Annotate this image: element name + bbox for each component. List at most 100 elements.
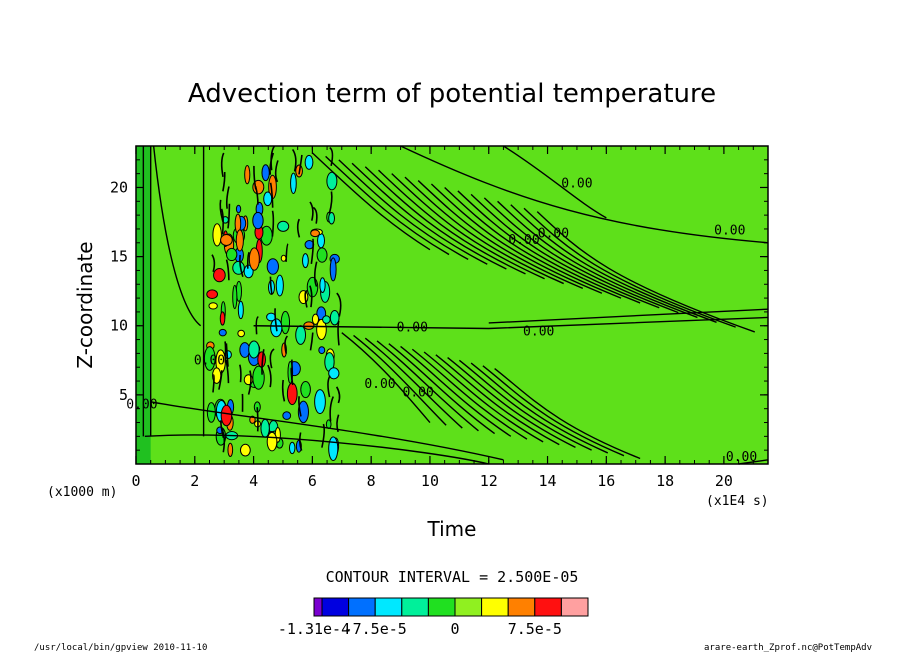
contour-line xyxy=(470,193,660,309)
contour-line xyxy=(447,356,576,449)
contour-label: 0.00 xyxy=(523,324,554,339)
x-axis: 0 2 4 6 8 10 12 14 16 18 20 xyxy=(131,146,754,490)
contour-line xyxy=(351,162,488,265)
contour-line xyxy=(353,334,447,426)
contour-line xyxy=(341,332,431,423)
footer-left: /usr/local/bin/gpview 2010-11-10 xyxy=(34,643,207,653)
contour-line xyxy=(336,414,340,433)
contour-cell xyxy=(295,325,307,345)
contour-cell xyxy=(237,300,244,320)
contour-line xyxy=(337,320,340,346)
contour-cell xyxy=(314,389,326,415)
contour-cell xyxy=(266,312,277,322)
plot-frame xyxy=(135,145,769,465)
y-axis: 5 10 15 20 xyxy=(110,145,768,465)
contour-line xyxy=(444,186,622,299)
contour-line xyxy=(212,373,215,393)
contour-cell xyxy=(237,329,245,338)
contour-line xyxy=(364,337,463,429)
contour-line xyxy=(423,351,544,443)
contour-line xyxy=(325,155,450,256)
contour-line xyxy=(239,254,244,278)
contour-line xyxy=(227,203,231,229)
contour-label: 0.00 xyxy=(397,320,428,335)
colorbar-swatch xyxy=(534,597,562,617)
contour-cell xyxy=(248,340,260,359)
contour-line xyxy=(298,396,302,417)
contour-line xyxy=(150,401,504,461)
contour-cell xyxy=(239,443,251,457)
contour-cell xyxy=(275,274,284,297)
contour-cell xyxy=(316,318,327,341)
contour-cell xyxy=(213,267,226,283)
contour-label: 0.00 xyxy=(726,450,757,465)
contour-line xyxy=(261,349,265,375)
contour-line xyxy=(313,261,318,287)
contour-line xyxy=(328,191,333,214)
contour-line xyxy=(269,276,273,295)
contour-label: 0.00 xyxy=(538,226,569,241)
contour-cell xyxy=(218,328,227,337)
y-unit-label: (x1000 m) xyxy=(47,485,117,500)
contour-line xyxy=(274,308,278,332)
contour-line xyxy=(329,146,334,166)
contour-line xyxy=(219,199,224,221)
contour-line xyxy=(270,145,276,171)
contour-line xyxy=(239,364,242,383)
contour-line xyxy=(329,396,334,422)
contour-cell xyxy=(316,247,328,263)
contour-cell xyxy=(260,418,270,438)
contour-line xyxy=(284,335,289,354)
colorbar-label: 0 xyxy=(450,620,459,638)
contour-line xyxy=(321,423,326,448)
x-tick-label: 2 xyxy=(190,472,199,490)
contour-line xyxy=(309,332,314,351)
contour-cell xyxy=(206,289,219,300)
contour-line xyxy=(430,183,603,294)
contour-cell xyxy=(304,154,314,170)
y-axis-title: Z-coordinate xyxy=(73,241,97,368)
contour-cell xyxy=(311,313,320,325)
contour-line xyxy=(311,152,431,251)
contour-cell xyxy=(220,233,233,246)
contour-line xyxy=(411,348,528,440)
contour-line xyxy=(309,285,313,308)
contour-cell xyxy=(203,346,216,371)
contour-cell xyxy=(328,212,336,225)
contour-line xyxy=(144,434,489,465)
contour-line xyxy=(312,206,318,224)
contour-line xyxy=(224,341,227,363)
contour-line xyxy=(503,145,607,219)
contour-line xyxy=(536,211,756,333)
contour-line xyxy=(335,386,341,404)
contour-cell xyxy=(328,436,339,461)
contour-line xyxy=(222,171,226,192)
colorbar-swatch xyxy=(481,597,509,617)
contour-cell xyxy=(302,253,309,269)
contour-cell xyxy=(286,382,298,406)
contour-labels: 0.000.000.000.000.000.000.000.000.000.00… xyxy=(126,176,757,465)
contour-line xyxy=(497,200,698,319)
contour-line xyxy=(376,340,479,432)
x-tick-label: 14 xyxy=(539,472,557,490)
contour-cell xyxy=(244,165,251,185)
contour-line xyxy=(267,364,272,388)
contour-cell xyxy=(277,220,290,232)
contour-label: 0.00 xyxy=(714,223,745,238)
contour-cell xyxy=(328,367,340,380)
contour-line xyxy=(225,259,230,281)
contour-line xyxy=(152,145,202,327)
contour-cell xyxy=(310,229,320,238)
contour-line xyxy=(336,292,342,317)
y-tick-label: 15 xyxy=(110,248,128,266)
contour-cell xyxy=(329,257,337,282)
contour-features xyxy=(136,146,340,464)
colorbar xyxy=(313,597,589,617)
contour-cell xyxy=(288,441,296,455)
contour-line xyxy=(483,197,679,314)
contour-line xyxy=(510,204,717,323)
contour-line xyxy=(494,368,641,460)
contour-label: 0.00 xyxy=(508,233,539,248)
contour-line xyxy=(281,379,286,402)
